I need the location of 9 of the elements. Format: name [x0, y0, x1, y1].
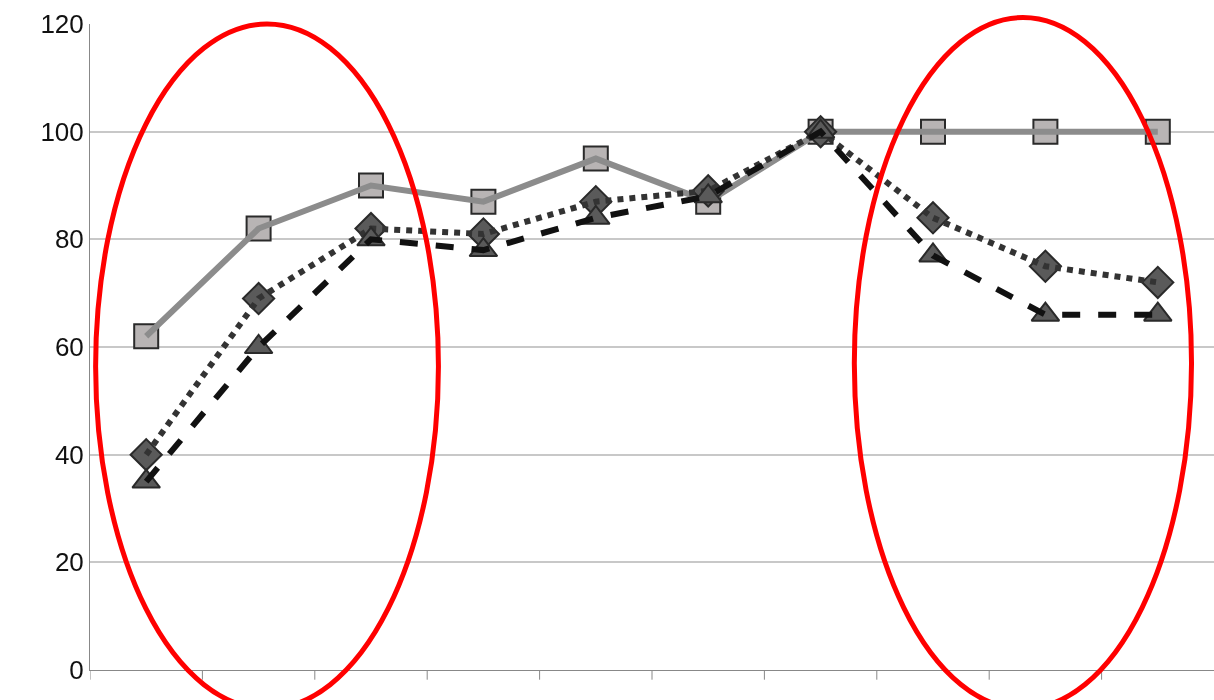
y-tick-label: 100: [40, 116, 84, 147]
y-tick-label: 120: [40, 9, 84, 40]
y-tick-label: 40: [54, 439, 84, 470]
y-tick-label: 0: [69, 655, 84, 686]
point: [1141, 265, 1175, 299]
y-tick-label: 80: [54, 224, 84, 255]
point: [129, 438, 163, 472]
y-tick-label: 20: [54, 547, 84, 578]
y-tick-label: 60: [54, 332, 84, 363]
